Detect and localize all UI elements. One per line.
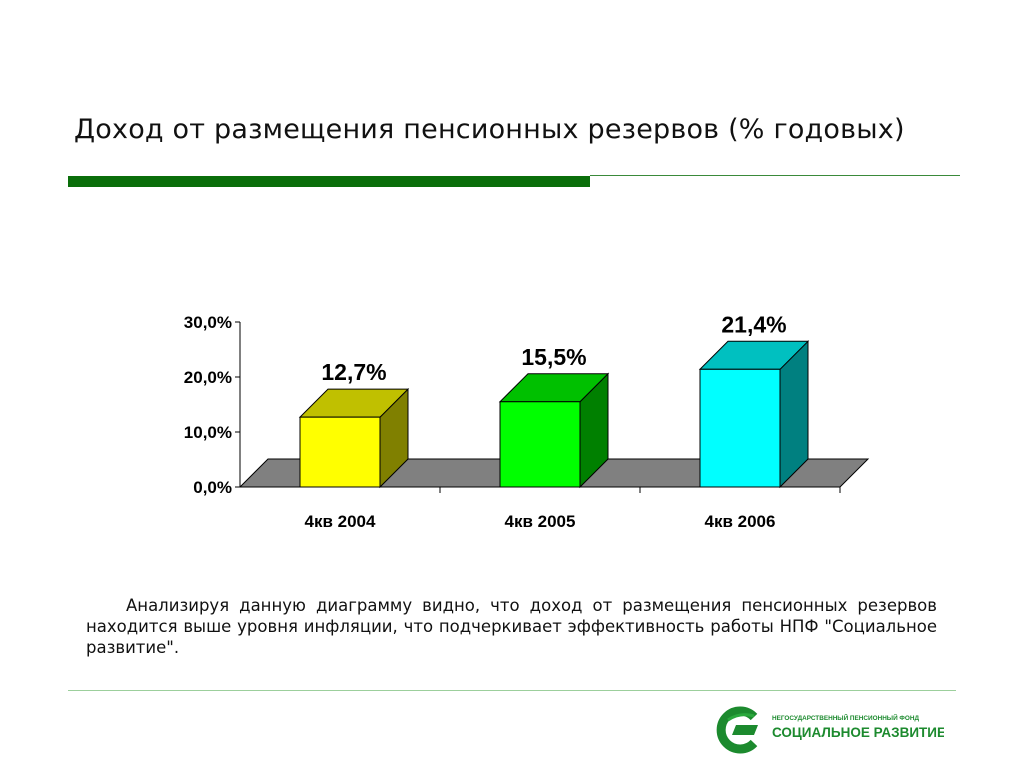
bar-chart: 0,0% 10,0% 20,0% 30,0% 12,7% 4кв 2004 15,5% 4к… (184, 311, 870, 531)
value-label: 15,5% (521, 344, 586, 370)
bar-front (299, 416, 381, 488)
value-label: 21,4% (721, 311, 786, 337)
category-label: 4кв 2005 (505, 512, 576, 531)
bar (298, 387, 410, 489)
footer-divider (68, 690, 956, 691)
logo-line1: НЕГОСУДАРСТВЕННЫЙ ПЕНСИОННЫЙ ФОНД (772, 713, 919, 722)
value-label: 12,7% (321, 359, 386, 385)
bar-front (499, 401, 581, 488)
logo-mark-icon (716, 706, 758, 754)
y-tick-label: 0,0% (193, 478, 232, 497)
bar-front (699, 368, 781, 488)
bar (498, 372, 610, 489)
logo-line2: СОЦИАЛЬНОЕ РАЗВИТИЕ (772, 725, 944, 740)
y-tick-label: 30,0% (184, 313, 232, 332)
description-paragraph: Анализируя данную диаграмму видно, что д… (86, 596, 937, 657)
title-underline-thick (68, 176, 590, 187)
bar (698, 340, 810, 489)
title-underline-thin (590, 175, 960, 176)
y-tick-label: 10,0% (184, 423, 232, 442)
y-tick-label: 20,0% (184, 368, 232, 387)
slide-title: Доход от размещения пенсионных резервов … (74, 114, 905, 145)
bars (298, 340, 810, 489)
y-axis: 0,0% 10,0% 20,0% 30,0% (184, 313, 841, 497)
labels: 12,7% 4кв 2004 15,5% 4кв 2005 21,4% 4кв 2006 (305, 311, 787, 531)
category-label: 4кв 2004 (305, 512, 377, 531)
company-logo: НЕГОСУДАРСТВЕННЫЙ ПЕНСИОННЫЙ ФОНД СОЦИАЛ… (716, 706, 944, 754)
category-label: 4кв 2006 (705, 512, 776, 531)
